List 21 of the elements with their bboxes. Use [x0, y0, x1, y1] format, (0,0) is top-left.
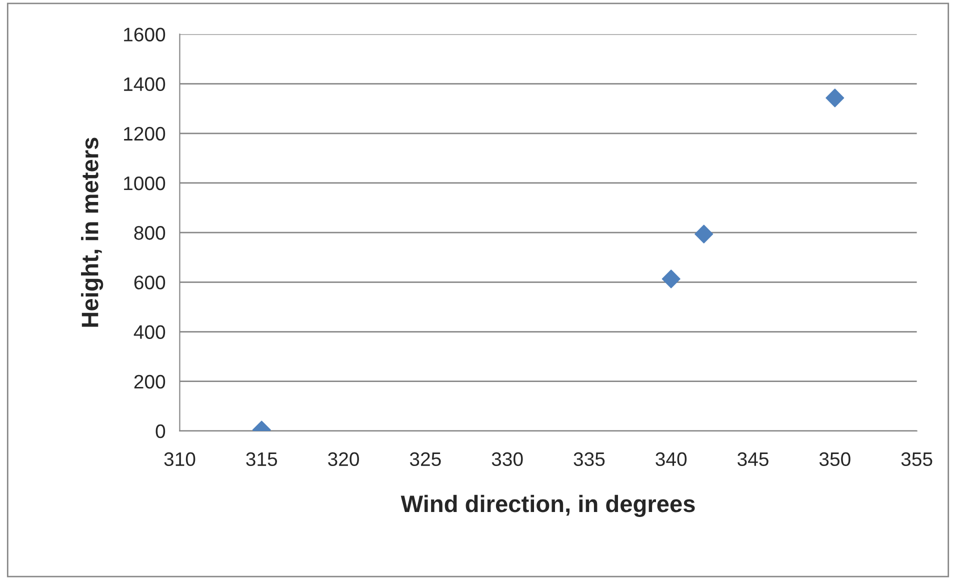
y-tick-label: 1200	[124, 126, 166, 141]
x-tick-label: 350	[819, 452, 850, 466]
x-tick-label: 340	[656, 452, 687, 466]
x-tick-label: 330	[492, 452, 523, 466]
y-tick-label: 1600	[124, 28, 166, 42]
x-tick-label: 310	[164, 452, 196, 466]
y-tick-label: 200	[134, 374, 166, 389]
y-tick-label: 400	[134, 325, 166, 339]
y-tick-label: 600	[134, 276, 166, 290]
x-tick-label: 320	[328, 452, 359, 466]
y-tick-label: 1000	[124, 176, 166, 190]
x-axis-title: Wind direction, in degrees	[400, 494, 695, 518]
x-tick-label: 355	[901, 452, 932, 466]
x-tick-label: 325	[410, 452, 441, 466]
x-tick-label: 315	[246, 452, 278, 466]
y-tick-label: 800	[134, 226, 166, 240]
y-tick-label: 0	[156, 424, 166, 438]
x-tick-label: 345	[738, 452, 768, 466]
y-axis-title: Height, in meters	[81, 138, 104, 327]
x-tick-label: 335	[574, 452, 605, 466]
y-tick-label: 1400	[124, 77, 166, 92]
